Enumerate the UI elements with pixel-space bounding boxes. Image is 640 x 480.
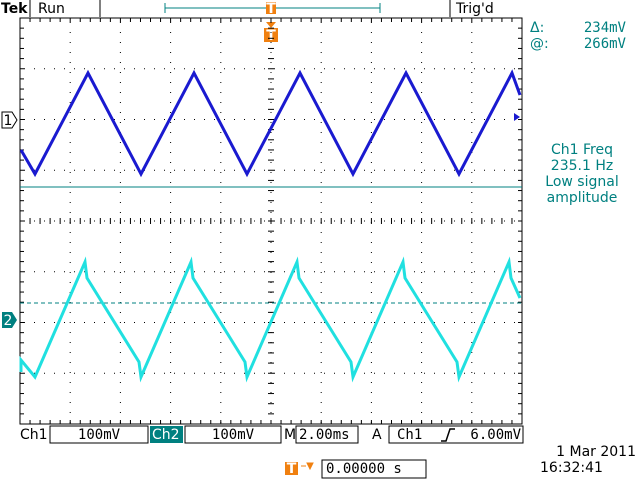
trigger-position-icon <box>285 462 298 475</box>
position-arrow <box>301 462 314 471</box>
ch2-marker-label: 2 <box>4 313 13 329</box>
message-line: amplitude <box>547 190 618 206</box>
trigger-position-marker <box>266 2 276 14</box>
trigger-marker <box>264 28 278 42</box>
date: 1 Mar 2011 <box>556 444 636 460</box>
ch2-scale: 100mV <box>212 427 255 443</box>
delta-value: 234mV <box>584 20 627 36</box>
timebase-label: M <box>284 427 296 443</box>
ch1-marker <box>1 111 18 129</box>
trigger-source: Ch1 <box>397 427 422 443</box>
at-value: 266mV <box>584 36 627 52</box>
trigger-marker-label: T <box>266 1 276 17</box>
ch2-label-box <box>150 426 183 443</box>
ch1-trace <box>19 69 522 178</box>
graticule <box>19 17 522 425</box>
delta-label: Δ: <box>530 20 544 36</box>
trigger-state: Trig'd <box>455 1 494 17</box>
ch2-scale-box <box>184 425 282 444</box>
rising-edge-icon <box>441 428 455 442</box>
trigger-icon-label: T <box>287 461 297 477</box>
trigger-marker-label: T <box>266 28 276 44</box>
message-line: 235.1 Hz <box>551 158 613 174</box>
run-status: Run <box>38 1 65 17</box>
trigger-box <box>388 425 524 444</box>
message-line: Low signal <box>545 174 618 190</box>
horizontal-position: 0.00000 s <box>326 461 402 477</box>
graticule-border <box>19 17 523 425</box>
trigger-mode: A <box>372 427 382 443</box>
position-box <box>321 459 427 479</box>
ch1-scale: 100mV <box>78 427 121 443</box>
ch1-level-arrow <box>514 113 520 121</box>
ch1-marker-label: 1 <box>4 113 13 129</box>
ch1-label: Ch1 <box>20 427 48 443</box>
time: 16:32:41 <box>540 460 603 476</box>
trigger-level: 6.00mV <box>470 427 521 443</box>
at-label: @: <box>530 36 549 52</box>
brand: Tek <box>1 1 28 17</box>
timebase-box <box>295 425 359 444</box>
ch2-marker <box>2 312 17 328</box>
ch1-scale-box <box>49 425 149 444</box>
ch2-trace <box>19 256 522 383</box>
trigger-arrow <box>266 22 276 28</box>
message-line: Ch1 Freq <box>551 142 613 158</box>
timebase: 2.00ms <box>299 427 350 443</box>
ch2-label: Ch2 <box>152 427 180 443</box>
